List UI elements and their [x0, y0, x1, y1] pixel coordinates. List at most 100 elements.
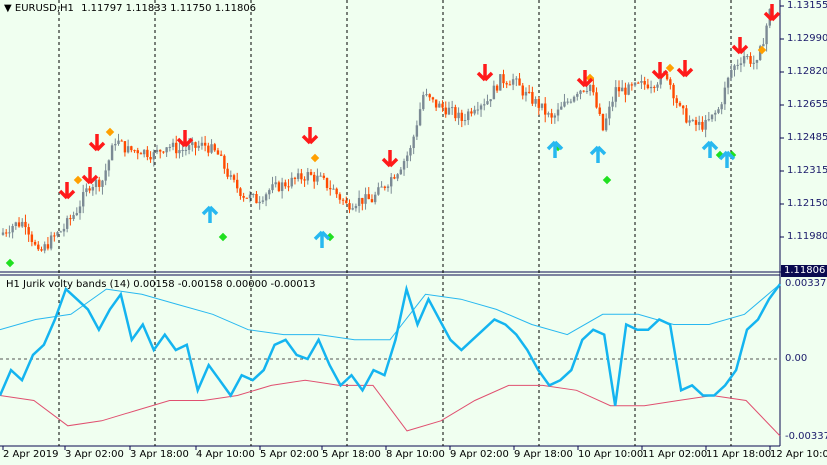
ohlc-values: 1.11797 1.11833 1.11750 1.11806 — [81, 3, 257, 14]
candle-body — [511, 79, 515, 85]
candle-body — [428, 94, 431, 98]
candle-body — [669, 79, 672, 85]
candle-body — [91, 187, 95, 191]
candle-body — [117, 140, 120, 144]
candle-body — [544, 103, 547, 115]
candle-body — [588, 84, 592, 91]
candle-body — [630, 84, 634, 86]
candle-body — [447, 107, 451, 115]
candle-body — [373, 194, 377, 203]
price-tick-label: 1.12315 — [787, 165, 827, 176]
candle-body — [367, 194, 370, 200]
candle-body — [322, 175, 326, 178]
candle-body — [714, 112, 717, 115]
candle-body — [223, 155, 226, 169]
candle-body — [40, 249, 43, 251]
buy-arrow-icon — [718, 150, 736, 168]
candle-body — [637, 82, 640, 84]
candle-body — [133, 150, 136, 152]
candle-body — [14, 222, 18, 227]
candle-body — [78, 206, 82, 214]
candle-body — [325, 177, 329, 188]
candle-body — [553, 115, 557, 118]
candle-body — [569, 101, 573, 103]
sell-arrow-icon — [301, 127, 319, 145]
candle-body — [617, 87, 621, 92]
collapse-triangle-icon[interactable]: ▼ — [4, 3, 12, 14]
indicator-title: H1 Jurik volty bands (14) 0.00158 -0.001… — [6, 279, 316, 290]
candle-body — [681, 105, 685, 109]
price-tick-label: 1.12655 — [787, 99, 827, 110]
candle-body — [649, 86, 653, 89]
candle-body — [524, 91, 528, 96]
candle-body — [248, 194, 252, 199]
candle-body — [296, 173, 300, 179]
candle-body — [290, 177, 293, 187]
candle-body — [194, 142, 197, 148]
candle-body — [207, 145, 210, 153]
candle-body — [168, 146, 172, 148]
candle-body — [348, 203, 351, 210]
candle-body — [688, 120, 691, 123]
candle-body — [30, 234, 34, 242]
candle-body — [454, 107, 457, 119]
time-tick-label: 3 Apr 02:00 — [65, 449, 124, 460]
candle-body — [85, 188, 88, 193]
candle-body — [293, 177, 297, 179]
orange-diamond-marker — [105, 127, 115, 137]
candle-body — [120, 140, 123, 142]
candle-body — [11, 226, 14, 233]
candle-body — [88, 188, 91, 191]
candle-body — [130, 146, 133, 151]
candle-body — [566, 101, 569, 103]
candle-body — [582, 90, 585, 92]
candle-body — [136, 150, 139, 154]
candle-body — [49, 235, 53, 249]
candle-body — [53, 235, 56, 237]
time-tick-label: 11 Apr 02:00 — [642, 449, 708, 460]
candle-body — [621, 87, 624, 92]
candle-body — [284, 182, 287, 187]
candle-body — [245, 197, 249, 199]
candle-body — [755, 59, 759, 63]
time-tick-label: 11 Apr 18:00 — [706, 449, 772, 460]
indicator-tick-label: 0.00 — [785, 353, 808, 364]
symbol-label: EURUSD,H1 — [14, 3, 74, 14]
candle-body — [361, 197, 364, 204]
candle-body — [415, 125, 419, 137]
candle-body — [412, 136, 415, 149]
candle-body — [499, 74, 502, 91]
green-diamond-marker — [602, 175, 612, 185]
candle-body — [191, 142, 194, 146]
candle-body — [309, 172, 313, 175]
candle-body — [633, 82, 637, 86]
candle-body — [409, 148, 412, 156]
candle-body — [694, 120, 698, 125]
candle-body — [752, 62, 755, 64]
candle-body — [463, 120, 467, 122]
candle-body — [489, 99, 492, 102]
candle-body — [521, 85, 524, 96]
candle-body — [467, 111, 470, 121]
buy-arrow-icon — [201, 205, 219, 223]
candle-body — [540, 103, 544, 108]
sell-arrow-icon — [651, 62, 669, 80]
candle-body — [595, 92, 598, 108]
candle-body — [101, 180, 104, 187]
candle-body — [377, 187, 380, 195]
time-tick-label: 10 Apr 10:00 — [578, 449, 644, 460]
candle-body — [758, 46, 762, 60]
candle-body — [229, 175, 232, 177]
time-tick-label: 3 Apr 18:00 — [130, 449, 189, 460]
candle-body — [1, 232, 5, 235]
candle-body — [720, 104, 723, 110]
candle-body — [332, 188, 335, 190]
candle-body — [399, 169, 403, 175]
candle-body — [434, 99, 438, 108]
candle-body — [486, 101, 489, 105]
buy-arrow-icon — [589, 145, 607, 163]
candle-body — [56, 232, 59, 236]
candle-body — [505, 83, 508, 85]
